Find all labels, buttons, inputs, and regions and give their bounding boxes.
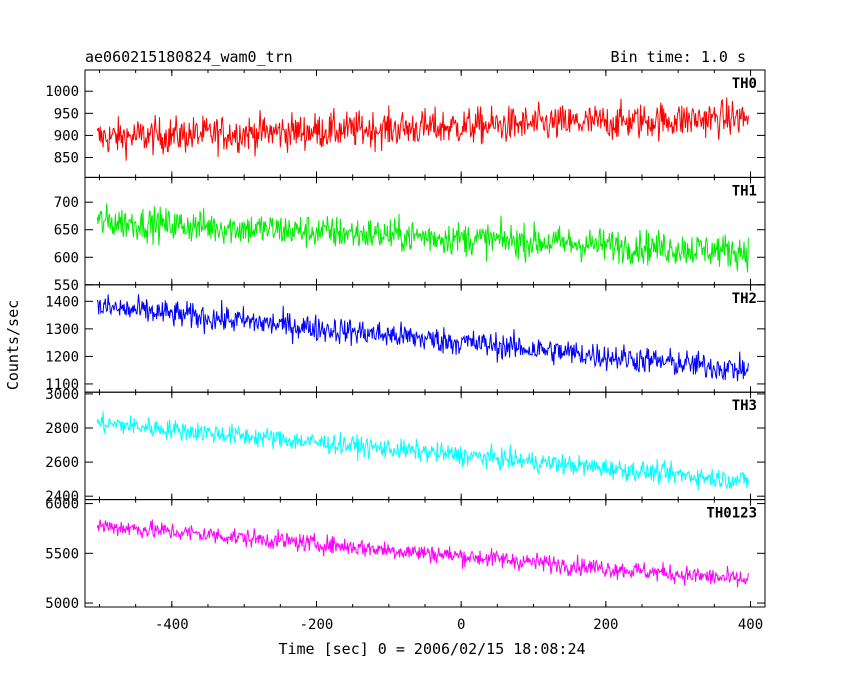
y-tick-label: 550 (54, 278, 79, 294)
panel-frame-th3 (84, 391, 766, 501)
y-tick-label: 950 (54, 106, 79, 122)
y-tick-label: 1100 (45, 377, 79, 393)
y-tick-label: 600 (54, 250, 79, 266)
y-axis-label: Counts/sec (4, 300, 22, 390)
panel-label-th0: TH0 (732, 76, 757, 92)
y-tick-label: 5500 (45, 546, 79, 562)
series-line-th0 (96, 97, 749, 161)
y-tick-label: 1200 (45, 349, 79, 365)
y-tick-label: 2400 (45, 489, 79, 505)
series-line-th3 (96, 411, 749, 491)
x-tick-label: -400 (155, 617, 189, 633)
y-tick-label: 1400 (45, 294, 79, 310)
y-tick-label: 1300 (45, 322, 79, 338)
panel-label-th1: TH1 (732, 183, 757, 199)
panel-label-th3: TH3 (732, 398, 757, 414)
series-line-th1 (96, 203, 749, 273)
panel-label-th2: TH2 (732, 291, 757, 307)
y-tick-label: 3000 (45, 387, 79, 403)
x-axis-label: Time [sec] 0 = 2006/02/15 18:08:24 (278, 640, 585, 658)
y-tick-label: 1000 (45, 84, 79, 100)
x-tick-label: -200 (300, 617, 334, 633)
y-tick-label: 6000 (45, 497, 79, 513)
bin-time-label: Bin time: 1.0 s (611, 48, 746, 66)
panel-label-th0123: TH0123 (706, 506, 757, 522)
series-line-th0123 (96, 519, 749, 588)
chart-title: ae060215180824_wam0_trn (85, 48, 293, 66)
y-tick-label: 2600 (45, 455, 79, 471)
x-tick-label: 0 (457, 617, 465, 633)
y-tick-label: 900 (54, 128, 79, 144)
x-tick-label: 400 (738, 617, 763, 633)
y-tick-label: 850 (54, 151, 79, 167)
y-tick-label: 700 (54, 195, 79, 211)
y-tick-label: 650 (54, 223, 79, 239)
y-tick-label: 2800 (45, 421, 79, 437)
x-tick-label: 200 (593, 617, 618, 633)
series-line-th2 (96, 294, 749, 382)
y-tick-label: 5000 (45, 596, 79, 612)
panels-group: TH0 850 900 950 1000 TH1 550 600 650 700 TH2 1100 12… (45, 69, 766, 633)
